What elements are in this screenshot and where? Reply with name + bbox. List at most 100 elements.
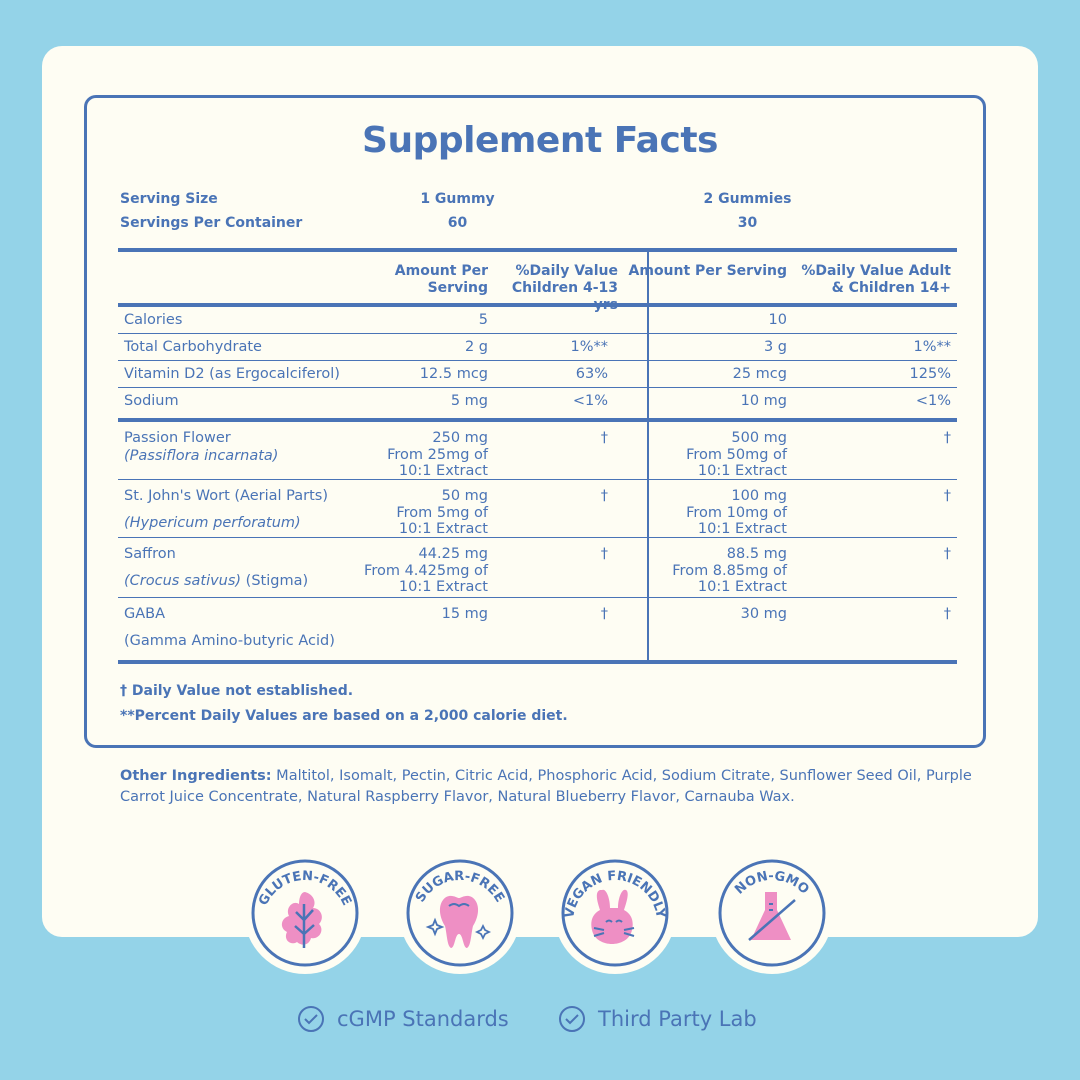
servings-per-container-label: Servings Per Container: [120, 215, 303, 231]
header-dv-adult: %Daily Value Adult & Children 14+: [801, 263, 951, 296]
badge-vegan-friendly: VEGAN FRIENDLY: [554, 852, 676, 974]
dv-adult: †: [943, 606, 951, 622]
cgmp-label: cGMP Standards: [337, 1007, 509, 1031]
table-row: Saffron (Crocus sativus) (Stigma) 44.25 mg…: [118, 538, 957, 598]
tooth-icon: [425, 895, 492, 948]
servings-col1: 60: [447, 215, 468, 231]
dv-adult: 125%: [909, 366, 951, 382]
table-row: St. John's Wort (Aerial Parts) (Hypericum…: [118, 480, 957, 538]
badge-gluten-free: GLUTEN-FREE: [244, 852, 366, 974]
third-party-certification: Third Party Lab: [558, 1005, 757, 1033]
latin-name: (Hypericum perforatum): [124, 515, 348, 532]
ingredient-name: GABA: [124, 606, 166, 622]
nutrient-name: Sodium: [124, 393, 179, 409]
amount-children: 5: [478, 312, 488, 328]
amount-line: 15 mg: [441, 606, 488, 622]
amount-adult: 88.5 mg From 8.85mg of 10:1 Extract: [628, 546, 787, 597]
latin-name: (Crocus sativus) (Stigma): [124, 573, 348, 590]
latin-name: (Gamma Amino-butyric Acid): [124, 632, 335, 649]
flask-icon: [748, 892, 796, 941]
amount-children: 15 mg: [348, 606, 488, 660]
other-ingredients: Other Ingredients: Maltitol, Isomalt, Pe…: [120, 766, 990, 808]
serving-size-col2: 2 Gummies: [703, 191, 792, 207]
amount-adult: 3 g: [763, 339, 787, 355]
amount-line: 250 mg: [432, 430, 488, 446]
amount-extract: 10:1 Extract: [398, 521, 488, 537]
ingredient-name: St. John's Wort (Aerial Parts): [124, 488, 328, 504]
ingredient-name: Passion Flower: [124, 430, 231, 446]
amount-extract: 10:1 Extract: [398, 579, 488, 595]
table-header: Amount Per Serving %Daily Value Children…: [118, 252, 957, 313]
bunny-icon: [591, 889, 635, 944]
facts-table: Amount Per Serving %Daily Value Children…: [118, 248, 957, 664]
amount-children: 250 mg From 25mg of 10:1 Extract: [348, 430, 488, 479]
table-row: Passion Flower (Passiflora incarnata) 250 …: [118, 422, 957, 480]
check-circle-icon: [559, 1006, 585, 1032]
amount-line: 500 mg: [731, 430, 787, 446]
table-row: GABA (Gamma Amino-butyric Acid) 15 mg † 30 m…: [118, 598, 957, 660]
dv-children: [488, 307, 628, 333]
page-title: Supplement Facts: [362, 120, 718, 161]
third-party-label: Third Party Lab: [598, 1007, 757, 1031]
card: [42, 46, 1038, 937]
amount-adult: 30 mg: [628, 606, 787, 660]
cgmp-certification: cGMP Standards: [297, 1005, 509, 1033]
header-amount-children: Amount Per Serving: [394, 263, 488, 296]
divider: [118, 303, 957, 307]
serving-size-label: Serving Size: [120, 191, 218, 207]
leaf-icon: [281, 892, 322, 948]
dv-adult: [787, 307, 957, 333]
amount-source: From 4.425mg of: [364, 562, 488, 579]
dv-children: 1%**: [570, 339, 608, 355]
amount-adult: 25 mcg: [732, 366, 787, 382]
dv-children: †: [600, 546, 608, 562]
amount-adult: 10 mg: [740, 393, 787, 409]
divider: [118, 248, 957, 252]
amount-source: From 5mg of: [396, 504, 488, 521]
dv-adult: †: [943, 488, 951, 504]
nutrient-name: Total Carbohydrate: [124, 339, 262, 355]
amount-extract: 10:1 Extract: [697, 579, 787, 595]
table-row: Calories 5 10: [118, 307, 957, 334]
latin-suffix: (Stigma): [241, 572, 309, 589]
amount-children: 2 g: [464, 339, 488, 355]
table-row: Total Carbohydrate 2 g 1%** 3 g 1%**: [118, 334, 957, 361]
check-circle-icon: [298, 1006, 324, 1032]
column-divider: [647, 248, 649, 664]
dv-children: 63%: [575, 366, 608, 382]
amount-source: From 10mg of: [686, 504, 787, 521]
amount-adult: 100 mg From 10mg of 10:1 Extract: [628, 488, 787, 537]
amount-source: From 50mg of: [686, 446, 787, 463]
amount-line: 44.25 mg: [418, 546, 488, 562]
dv-adult: †: [943, 430, 951, 446]
latin-name: (Passiflora incarnata): [124, 448, 348, 465]
amount-extract: 10:1 Extract: [697, 521, 787, 537]
dv-children: <1%: [572, 393, 608, 409]
badge-non-gmo: NON-GMO: [711, 852, 833, 974]
amount-line: 88.5 mg: [726, 546, 787, 562]
amount-source: From 25mg of: [387, 446, 488, 463]
ingredients-text: Maltitol, Isomalt, Pectin, Citric Acid, …: [120, 768, 972, 805]
amount-adult: 10: [768, 312, 787, 328]
nutrient-name: Calories: [124, 312, 183, 328]
servings-col2: 30: [737, 215, 758, 231]
divider: [118, 418, 957, 422]
amount-children: 50 mg From 5mg of 10:1 Extract: [348, 488, 488, 537]
footnote-calorie: **Percent Daily Values are based on a 2,…: [120, 708, 568, 724]
amount-children: 44.25 mg From 4.425mg of 10:1 Extract: [348, 546, 488, 597]
dv-adult: <1%: [915, 393, 951, 409]
amount-extract: 10:1 Extract: [697, 463, 787, 479]
footnote-dv: † Daily Value not established.: [120, 683, 354, 699]
dv-children: †: [600, 488, 608, 504]
dv-adult: 1%**: [913, 339, 951, 355]
amount-children: 5 mg: [450, 393, 488, 409]
header-amount-adult: Amount Per Serving: [628, 263, 787, 279]
ingredients-label: Other Ingredients:: [120, 768, 272, 784]
latin-italic: (Hypericum perforatum): [124, 514, 301, 531]
amount-line: 100 mg: [731, 488, 787, 504]
amount-source: From 8.85mg of: [672, 562, 787, 579]
supplement-facts-panel: [84, 95, 986, 748]
amount-line: 30 mg: [740, 606, 787, 622]
divider: [118, 660, 957, 664]
dv-children: †: [600, 606, 608, 622]
